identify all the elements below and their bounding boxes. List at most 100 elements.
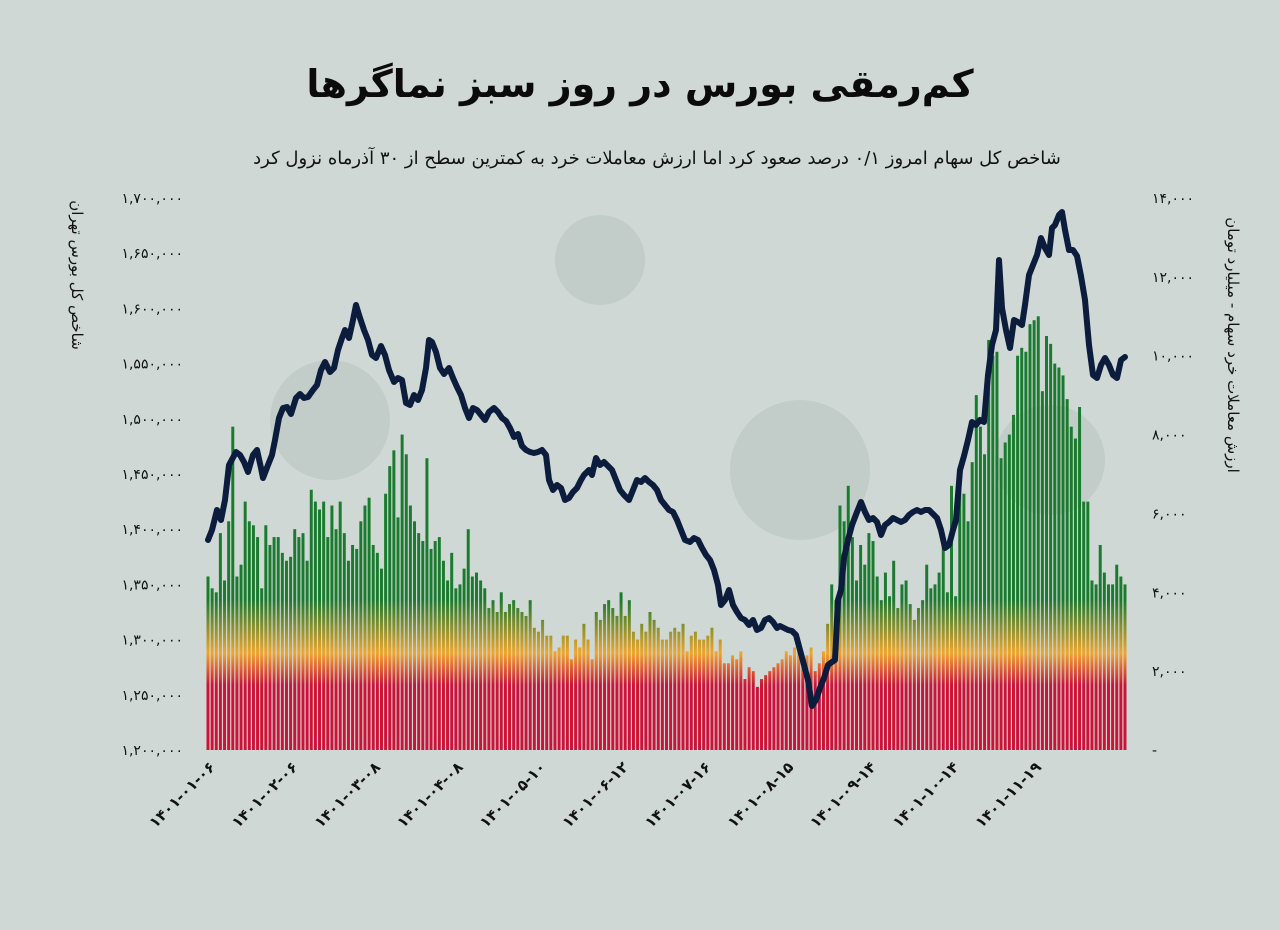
bar xyxy=(503,612,507,750)
bar xyxy=(1115,564,1119,750)
bar xyxy=(557,647,561,750)
bar xyxy=(441,560,445,750)
bar xyxy=(797,647,801,750)
bar xyxy=(450,552,454,750)
bar xyxy=(293,529,297,750)
bar xyxy=(520,612,524,750)
bar xyxy=(313,501,317,750)
left-tick-label: ۱,۶۰۰,۰۰۰ xyxy=(121,301,183,317)
bar xyxy=(553,651,557,750)
bar xyxy=(256,537,260,750)
bar xyxy=(590,659,594,750)
bar xyxy=(615,615,619,750)
bar xyxy=(978,426,982,750)
bar xyxy=(888,596,892,750)
bar xyxy=(1111,584,1115,750)
bar xyxy=(227,521,231,750)
right-tick-label: - xyxy=(1152,743,1157,759)
bar xyxy=(801,663,805,750)
bar xyxy=(627,600,631,750)
right-tick-label: ۱۰,۰۰۰ xyxy=(1152,349,1194,365)
bar xyxy=(1094,584,1098,750)
bar xyxy=(330,505,334,750)
bar xyxy=(487,608,491,750)
bar xyxy=(636,639,640,750)
bar xyxy=(251,525,255,750)
bar xyxy=(999,458,1003,750)
bar xyxy=(974,395,978,750)
bar xyxy=(1045,336,1048,750)
bar xyxy=(966,521,970,750)
bar xyxy=(318,509,322,750)
bar xyxy=(875,576,879,750)
bar xyxy=(817,663,821,750)
bar xyxy=(660,639,664,750)
bar xyxy=(900,584,904,750)
bar xyxy=(805,655,809,750)
bar xyxy=(524,615,528,750)
bar xyxy=(512,600,516,750)
bar xyxy=(1086,501,1090,750)
bar xyxy=(479,580,483,750)
bar xyxy=(247,521,251,750)
bar xyxy=(284,560,288,750)
bar xyxy=(1040,391,1044,750)
bar xyxy=(871,541,875,750)
bar xyxy=(987,339,991,750)
bar xyxy=(495,612,499,750)
bar xyxy=(309,489,313,750)
bar xyxy=(214,592,218,750)
bar xyxy=(367,497,371,750)
bar xyxy=(743,679,747,750)
bar xyxy=(722,663,726,750)
bar xyxy=(706,635,710,750)
bar xyxy=(417,533,421,750)
bar xyxy=(301,533,305,750)
bar xyxy=(760,679,763,750)
bar xyxy=(470,576,474,750)
bar xyxy=(603,604,607,750)
bar xyxy=(280,552,284,750)
bar xyxy=(623,615,627,750)
chart-title: کم‌رمقی بورس در روز سبز نماگرها xyxy=(306,62,974,106)
bar xyxy=(776,663,780,750)
bar xyxy=(1007,434,1011,750)
left-tick-label: ۱,۲۵۰,۰۰۰ xyxy=(121,688,183,704)
bar xyxy=(1020,347,1024,750)
bar xyxy=(788,655,792,750)
bar xyxy=(1123,584,1127,750)
bar xyxy=(838,505,842,750)
bar xyxy=(396,517,400,750)
bar xyxy=(276,537,280,750)
left-tick-label: ۱,۲۰۰,۰۰۰ xyxy=(121,743,183,759)
bar xyxy=(726,663,730,750)
bar xyxy=(1003,442,1007,750)
bar xyxy=(561,635,565,750)
bar xyxy=(272,537,276,750)
left-tick-label: ۱,۳۵۰,۰۰۰ xyxy=(121,577,183,593)
bar xyxy=(1082,501,1086,750)
bar xyxy=(536,631,540,750)
bar xyxy=(549,635,553,750)
bar xyxy=(454,588,458,750)
bar xyxy=(879,600,883,750)
bar xyxy=(681,623,685,750)
bar xyxy=(619,592,623,750)
bar xyxy=(483,588,487,750)
bar xyxy=(912,619,916,750)
bar xyxy=(751,671,755,750)
bar xyxy=(586,639,590,750)
bar xyxy=(1032,320,1036,750)
bar xyxy=(652,619,656,750)
bar xyxy=(937,572,941,750)
x-tick-label: ۱۴۰۱-۰۶-۱۲ xyxy=(559,758,632,831)
bar xyxy=(425,458,429,750)
bar xyxy=(780,659,784,750)
x-tick-label: ۱۴۰۱-۰۵-۱۰ xyxy=(476,758,549,831)
bar xyxy=(1065,399,1069,750)
bar xyxy=(528,600,532,750)
bar xyxy=(1028,324,1032,750)
left-tick-label: ۱,۵۵۰,۰۰۰ xyxy=(121,357,183,373)
bar xyxy=(921,600,925,750)
bar xyxy=(731,655,735,750)
